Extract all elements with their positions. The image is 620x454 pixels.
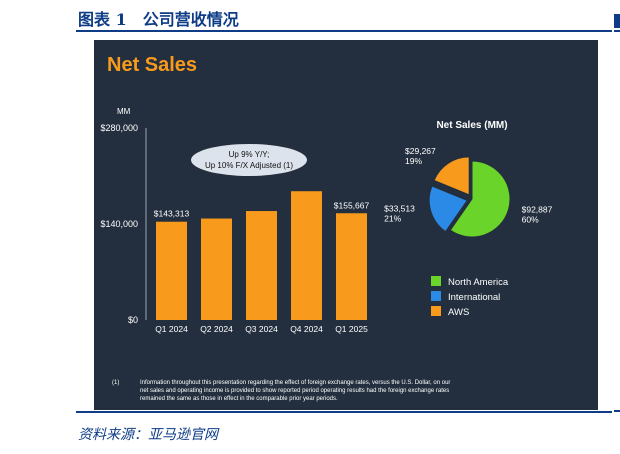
y-tick-label: $140,000 <box>100 219 138 229</box>
x-tick-label: Q1 2024 <box>155 324 188 334</box>
footnote-line-2: net sales and operating income is provid… <box>140 388 449 394</box>
footnote-line-1: Information throughout this presentation… <box>140 380 450 386</box>
callout-bubble <box>191 144 307 176</box>
legend-label: North America <box>448 277 509 288</box>
x-tick-label: Q1 2025 <box>335 324 368 334</box>
pie-percent-label: 60% <box>522 215 539 225</box>
bar-data-label: $143,313 <box>154 209 190 219</box>
pie-chart <box>428 156 511 238</box>
y-tick-label: $280,000 <box>100 123 138 133</box>
growth-callout: Up 9% Y/Y; Up 10% F/X Adjusted (1) <box>191 144 307 176</box>
chart-title: Net Sales <box>107 54 197 76</box>
net-sales-chart: Net Sales MM $280,000 $140,000 $0 $143,313… <box>100 54 552 402</box>
pie-legend: North America International AWS <box>431 276 509 318</box>
y-axis: $280,000 $140,000 $0 <box>100 123 147 325</box>
bar <box>291 191 322 320</box>
net-sales-slide: Net Sales MM $280,000 $140,000 $0 $143,313… <box>94 40 598 410</box>
figure-title: 图表 1 公司营收情况 <box>78 10 239 29</box>
x-tick-label: Q4 2024 <box>290 324 323 334</box>
legend-swatch <box>431 291 441 301</box>
pie-value-label: $33,513 <box>384 204 415 214</box>
bar-data-label: $155,667 <box>334 200 370 210</box>
title-divider <box>76 30 612 32</box>
pie-value-label: $92,887 <box>522 205 553 215</box>
legend-label: AWS <box>448 307 469 318</box>
pie-slice <box>449 160 511 238</box>
footnote-marker: (1) <box>112 380 119 386</box>
bar <box>156 221 187 320</box>
adjacent-figure-bottom-rule <box>614 410 620 412</box>
pie-title: Net Sales (MM) <box>436 120 507 131</box>
x-axis-labels: Q1 2024 Q2 2024 Q3 2024 Q4 2024 Q1 2025 <box>155 324 368 334</box>
x-tick-label: Q3 2024 <box>245 324 278 334</box>
legend-swatch <box>431 276 441 286</box>
legend-label: International <box>448 292 500 303</box>
adjacent-figure-rule <box>614 30 620 32</box>
bar <box>336 213 367 320</box>
pie-percent-label: 21% <box>384 214 401 224</box>
footnote: (1) Information throughout this presenta… <box>112 380 450 402</box>
legend-swatch <box>431 306 441 316</box>
bar <box>201 218 232 320</box>
pie-slice <box>428 185 468 233</box>
adjacent-figure-tab <box>614 14 620 28</box>
x-tick-label: Q2 2024 <box>200 324 233 334</box>
callout-line-1: Up 9% Y/Y; <box>229 150 270 159</box>
pie-slice <box>433 156 470 196</box>
callout-line-2: Up 10% F/X Adjusted (1) <box>205 161 293 170</box>
bar-series: $143,313 $155,667 <box>154 191 370 320</box>
source-note: 资料来源：亚马逊官网 <box>78 427 218 443</box>
footnote-line-3: remained the same as those in effect in … <box>140 396 338 402</box>
bar <box>246 211 277 320</box>
y-tick-label: $0 <box>128 315 138 325</box>
pie-value-label: $29,267 <box>405 146 436 156</box>
y-unit-label: MM <box>117 107 131 116</box>
pie-percent-label: 19% <box>405 156 422 166</box>
bottom-divider <box>76 411 612 413</box>
